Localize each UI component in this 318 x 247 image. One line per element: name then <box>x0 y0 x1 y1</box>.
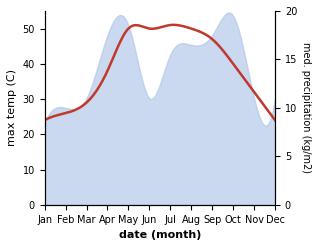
X-axis label: date (month): date (month) <box>119 230 201 240</box>
Y-axis label: max temp (C): max temp (C) <box>7 69 17 146</box>
Y-axis label: med. precipitation (kg/m2): med. precipitation (kg/m2) <box>301 42 311 173</box>
